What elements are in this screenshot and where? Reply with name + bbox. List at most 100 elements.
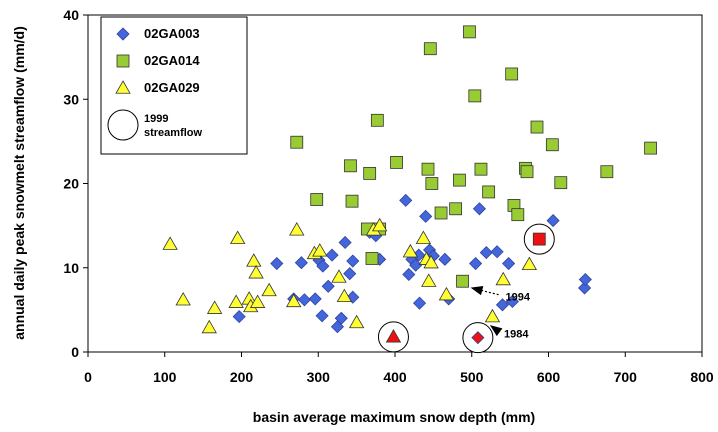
point-02GA014 [511, 208, 525, 222]
point-02GA003 [294, 256, 308, 270]
point-02GA003 [321, 279, 335, 293]
point-02GA003 [346, 254, 360, 268]
annotation-1984: 1984 [504, 328, 529, 340]
point-02GA003 [402, 267, 416, 282]
point-02GA003 [316, 259, 330, 273]
legend-label-02GA029: 02GA029 [144, 80, 200, 95]
point-02GA029 [286, 293, 302, 308]
point-02GA029 [495, 271, 511, 286]
legend-label-1999: 1999 [144, 113, 168, 125]
point-02GA029 [421, 273, 437, 287]
point-02GA003 [409, 258, 423, 272]
legend: 02GA003 02GA014 02GA029 1999 streamflow [100, 16, 248, 155]
legend-label-02GA003: 02GA003 [144, 26, 200, 41]
x-tick-label: 200 [230, 369, 254, 385]
legend-label-02GA014: 02GA014 [144, 53, 200, 68]
annotation-arrow-1984 [489, 325, 503, 337]
x-tick-label: 600 [537, 369, 561, 385]
point-1999-02GA003 [471, 331, 485, 345]
x-tick-label: 100 [153, 369, 177, 385]
point-02GA014 [600, 165, 614, 179]
point-02GA029 [175, 291, 191, 306]
point-02GA014 [434, 206, 448, 220]
x-tick-label: 400 [383, 369, 407, 385]
point-02GA029 [248, 264, 264, 279]
point-02GA003 [495, 298, 510, 312]
point-02GA029 [246, 253, 262, 267]
point-02GA014 [474, 162, 488, 176]
point-02GA003 [469, 256, 483, 271]
point-02GA014 [421, 162, 435, 176]
point-02GA003 [325, 248, 339, 262]
y-tick-label: 30 [63, 91, 79, 107]
point-02GA029 [402, 243, 419, 258]
point-02GA029 [521, 256, 538, 271]
point-02GA014 [425, 177, 439, 190]
legend-marker-1999-circle [107, 109, 139, 141]
point-02GA003 [270, 256, 284, 271]
point-02GA014 [370, 113, 384, 127]
point-02GA003 [546, 214, 560, 228]
y-tick-label: 10 [63, 260, 79, 276]
point-02GA003 [297, 293, 312, 307]
point-02GA003 [505, 294, 519, 309]
legend-label-streamflow: streamflow [144, 127, 203, 139]
point-02GA003 [399, 193, 413, 207]
x-tick-label: 800 [690, 369, 714, 385]
point-02GA003 [338, 235, 352, 250]
point-02GA014 [449, 202, 463, 216]
y-tick-label: 0 [71, 344, 79, 360]
point-02GA029 [201, 319, 217, 334]
point-02GA029 [261, 282, 277, 297]
point-02GA003 [438, 252, 452, 266]
legend-marker-02GA014 [116, 54, 130, 68]
legend-marker-02GA029 [115, 80, 131, 94]
point-02GA003 [490, 245, 504, 259]
annotation-arrow-1994 [470, 285, 499, 296]
point-02GA029 [229, 230, 246, 244]
point-02GA014 [520, 165, 534, 179]
point-02GA003 [308, 292, 322, 306]
point-02GA003 [412, 296, 427, 310]
y-tick-label: 20 [63, 176, 79, 192]
y-tick-label: 40 [63, 7, 79, 23]
point-02GA029 [162, 236, 178, 250]
point-02GA014 [482, 185, 496, 199]
legend-marker-02GA003 [116, 27, 130, 41]
point-02GA003 [502, 256, 516, 271]
point-02GA029 [371, 217, 388, 232]
point-02GA014 [463, 25, 476, 39]
data-points [162, 25, 657, 354]
annotations: 1994 1984 [470, 285, 531, 340]
point-02GA014 [390, 156, 403, 169]
point-02GA003 [334, 311, 348, 325]
point-02GA029 [336, 288, 353, 303]
point-02GA003 [479, 246, 493, 260]
point-02GA014 [644, 141, 657, 155]
point-1999-02GA014 [532, 232, 546, 246]
point-02GA014 [545, 138, 559, 152]
point-02GA029 [348, 314, 365, 329]
point-02GA029 [438, 286, 455, 301]
point-02GA029 [312, 243, 328, 257]
point-02GA014 [344, 159, 357, 173]
point-02GA029 [415, 230, 432, 244]
point-02GA029 [423, 254, 439, 269]
point-02GA003 [232, 310, 246, 324]
axis-ticks: 0 100 200 300 400 500 600 700 800 0 10 20 30 40 [63, 7, 713, 385]
x-axis-title: basin average maximum snow depth (mm) [253, 409, 535, 425]
point-02GA014 [505, 67, 519, 81]
x-tick-label: 700 [614, 369, 638, 385]
point-02GA003 [578, 281, 592, 295]
x-tick-label: 500 [460, 369, 484, 385]
point-02GA014 [310, 193, 324, 206]
point-02GA029 [206, 300, 223, 314]
point-02GA014 [290, 135, 304, 149]
point-02GA014 [554, 176, 568, 190]
point-02GA003 [315, 309, 329, 323]
x-tick-label: 0 [84, 369, 92, 385]
point-02GA014 [456, 274, 469, 288]
point-1999-02GA029 [385, 329, 402, 343]
y-axis-title: annual daily peak snowmelt streamflow (m… [11, 26, 27, 340]
